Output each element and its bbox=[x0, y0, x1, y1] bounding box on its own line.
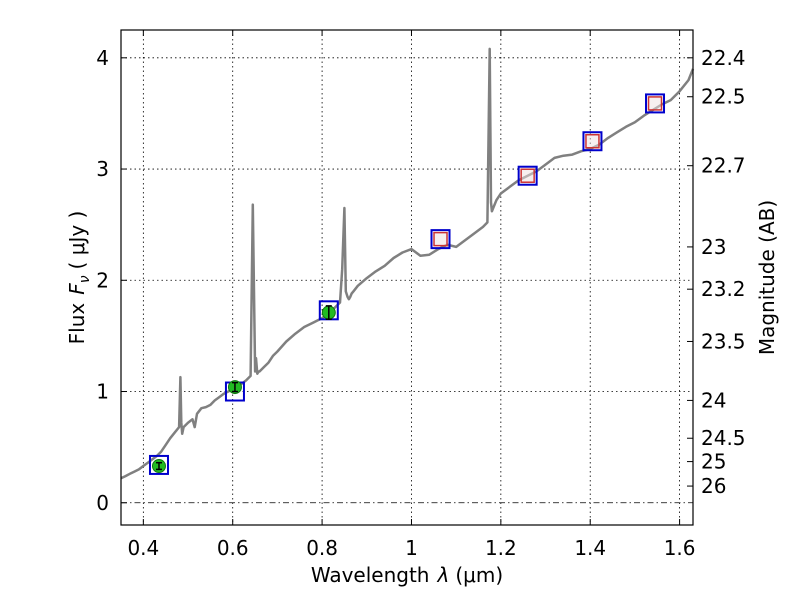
mag-tick-label-2: 22.7 bbox=[701, 154, 746, 178]
y2-axis-label: Magnitude (AB) bbox=[755, 200, 779, 355]
mag-tick-label-7: 24.5 bbox=[701, 426, 746, 450]
spectrum-line bbox=[120, 47, 695, 480]
red-square-marker-1 bbox=[520, 168, 535, 183]
x-axis-label-unit: (μm) bbox=[455, 563, 503, 587]
mag-tick-label-3: 23 bbox=[701, 235, 726, 259]
y-tick-label-4: 4 bbox=[96, 46, 109, 70]
blue-square-marker-0 bbox=[148, 454, 169, 475]
x-axis-label-symbol: λ bbox=[437, 563, 450, 587]
y-axis-label-symbol: F bbox=[65, 283, 89, 295]
x-tick-label-1: 0.6 bbox=[217, 536, 249, 560]
grid-lines bbox=[121, 30, 693, 525]
x-tick-label-5: 1.4 bbox=[574, 536, 606, 560]
plot-frame bbox=[120, 29, 694, 526]
red-square-marker-0 bbox=[433, 231, 448, 247]
red-square-marker-2 bbox=[585, 133, 600, 149]
markers-layer bbox=[148, 93, 666, 475]
y-tick-label-0: 0 bbox=[96, 491, 109, 515]
mag-tick-label-4: 23.2 bbox=[701, 277, 746, 301]
mag-tick-label-9: 26 bbox=[701, 474, 726, 498]
x-axis-label-text: Wavelength bbox=[311, 563, 430, 587]
spectrum-layer bbox=[120, 47, 695, 480]
mag-tick-label-8: 25 bbox=[701, 450, 726, 474]
blue-square-marker-4 bbox=[517, 165, 538, 186]
y-axis-label-unit: ( μJy ) bbox=[65, 211, 89, 270]
y-axis-label: Flux Fν ( μJy ) bbox=[65, 211, 93, 345]
x-tick-label-0: 0.4 bbox=[127, 536, 159, 560]
blue-square-marker-5 bbox=[582, 131, 603, 152]
blue-square-marker-3 bbox=[430, 229, 451, 250]
y-axis-label-subscript: ν bbox=[77, 275, 93, 283]
blue-square-marker-6 bbox=[645, 93, 666, 114]
x-tick-label-6: 1.6 bbox=[664, 536, 696, 560]
mag-tick-label-0: 22.4 bbox=[701, 46, 746, 70]
mag-tick-label-5: 23.5 bbox=[701, 329, 746, 353]
mag-tick-label-1: 22.5 bbox=[701, 85, 746, 109]
x-axis-label: Wavelength λ (μm) bbox=[311, 563, 503, 587]
y-tick-label-2: 2 bbox=[96, 268, 109, 292]
x-tick-label-2: 0.8 bbox=[306, 536, 338, 560]
x-tick-label-4: 1.2 bbox=[485, 536, 517, 560]
y-axis-label-text: Flux bbox=[65, 303, 89, 345]
y-tick-label-1: 1 bbox=[96, 380, 109, 404]
red-square-marker-3 bbox=[647, 96, 663, 111]
mag-tick-label-6: 24 bbox=[701, 388, 726, 412]
x-tick-label-3: 1 bbox=[405, 536, 418, 560]
y-tick-label-3: 3 bbox=[96, 157, 109, 181]
